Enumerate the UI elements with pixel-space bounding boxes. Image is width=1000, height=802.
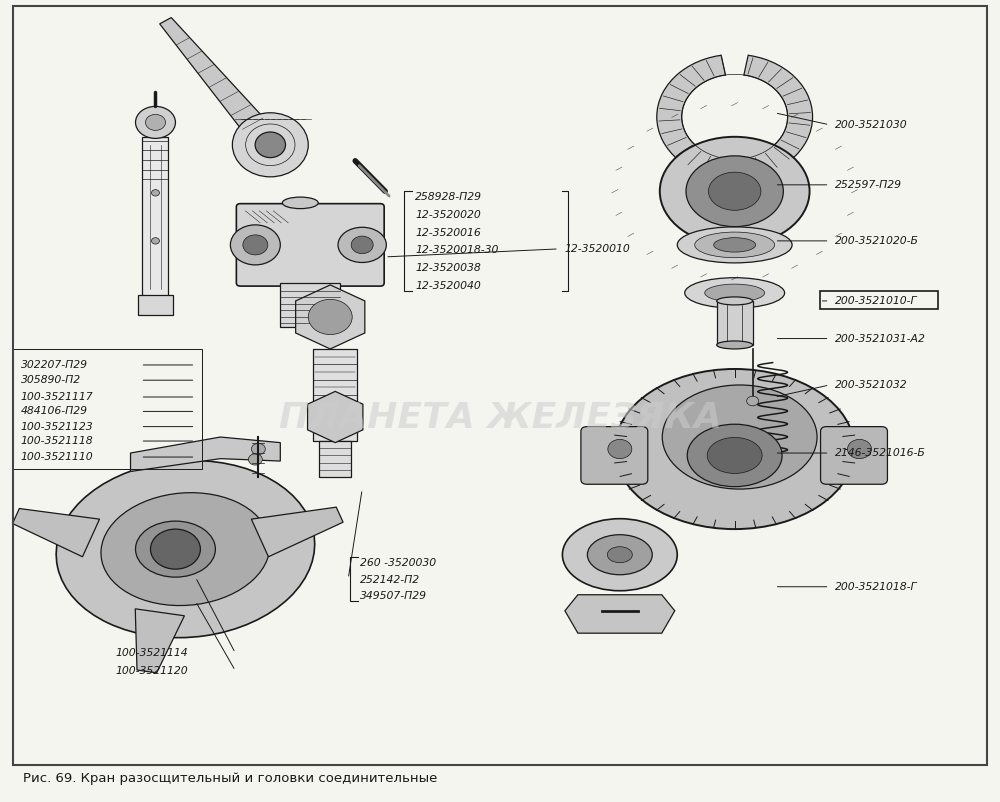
Bar (13, 349, 202, 469)
Bar (717, 301, 753, 345)
Ellipse shape (686, 156, 783, 227)
Circle shape (136, 107, 175, 139)
Bar (138, 294, 173, 314)
Ellipse shape (255, 132, 285, 158)
Circle shape (151, 189, 159, 196)
Text: 200-3521031-А2: 200-3521031-А2 (835, 334, 925, 343)
Text: 100-3521118: 100-3521118 (21, 436, 93, 446)
Circle shape (151, 237, 159, 244)
Ellipse shape (717, 341, 753, 349)
Text: 305890-П2: 305890-П2 (21, 375, 81, 385)
Ellipse shape (660, 137, 810, 245)
Bar (142, 137, 168, 305)
Text: 100-3521110: 100-3521110 (21, 452, 93, 462)
Circle shape (747, 396, 759, 406)
Text: 258928-П29: 258928-П29 (415, 192, 482, 202)
Polygon shape (565, 595, 675, 633)
Circle shape (248, 454, 262, 465)
Text: 100-3521117: 100-3521117 (21, 392, 93, 402)
Text: 200-3521032: 200-3521032 (835, 380, 907, 390)
Ellipse shape (136, 521, 215, 577)
Circle shape (251, 444, 265, 455)
Ellipse shape (243, 235, 268, 255)
Text: 252142-П2: 252142-П2 (360, 574, 420, 585)
Ellipse shape (56, 460, 315, 638)
Text: 2146-3521016-Б: 2146-3521016-Б (835, 448, 925, 458)
Ellipse shape (607, 547, 632, 563)
Ellipse shape (677, 227, 792, 263)
Text: ПЛАНЕТА ЖЕЛЕЗЯКА: ПЛАНЕТА ЖЕЛЕЗЯКА (279, 400, 721, 434)
Text: 260 -3520030: 260 -3520030 (360, 557, 436, 568)
Wedge shape (657, 55, 813, 179)
Text: Рис. 69. Кран разосщительный и головки соединительные: Рис. 69. Кран разосщительный и головки с… (23, 772, 437, 785)
Text: 12-3520040: 12-3520040 (415, 281, 481, 290)
Circle shape (848, 439, 871, 459)
Text: 200-3521010-Г: 200-3521010-Г (835, 296, 917, 306)
Polygon shape (131, 437, 280, 472)
Text: 12-3520016: 12-3520016 (415, 228, 481, 238)
Ellipse shape (232, 113, 308, 176)
Polygon shape (160, 18, 274, 141)
Ellipse shape (562, 519, 677, 591)
Polygon shape (296, 285, 365, 349)
Ellipse shape (708, 172, 761, 210)
Bar (280, 283, 340, 327)
Ellipse shape (230, 225, 280, 265)
FancyBboxPatch shape (581, 427, 648, 484)
Circle shape (145, 115, 165, 131)
Ellipse shape (351, 236, 373, 253)
Ellipse shape (717, 297, 753, 305)
Text: 349507-П29: 349507-П29 (360, 591, 427, 602)
Ellipse shape (707, 437, 762, 473)
Ellipse shape (338, 227, 386, 262)
Text: 12-3520018-30: 12-3520018-30 (415, 245, 498, 256)
Circle shape (150, 529, 200, 569)
Ellipse shape (662, 385, 817, 489)
Ellipse shape (615, 369, 855, 529)
Text: 302207-П29: 302207-П29 (21, 360, 88, 370)
Ellipse shape (705, 284, 765, 302)
Ellipse shape (685, 277, 785, 308)
Polygon shape (251, 507, 343, 557)
Ellipse shape (714, 237, 756, 252)
Text: 12-3520020: 12-3520020 (415, 210, 481, 221)
Text: 12-3520010: 12-3520010 (565, 244, 631, 254)
Wedge shape (721, 53, 749, 76)
Ellipse shape (587, 535, 652, 575)
Text: 200-3521018-Г: 200-3521018-Г (835, 581, 917, 592)
Bar (319, 441, 351, 477)
Circle shape (608, 439, 632, 459)
Ellipse shape (101, 492, 270, 606)
Polygon shape (308, 391, 363, 443)
Text: 12-3520038: 12-3520038 (415, 263, 481, 273)
Text: 100-3521114: 100-3521114 (116, 648, 188, 658)
Polygon shape (135, 609, 184, 673)
Text: 252597-П29: 252597-П29 (835, 180, 902, 190)
Text: 100-3521123: 100-3521123 (21, 422, 93, 431)
Text: 200-3521030: 200-3521030 (835, 119, 907, 130)
Polygon shape (13, 508, 100, 557)
Circle shape (308, 299, 352, 334)
Ellipse shape (282, 197, 318, 209)
Ellipse shape (695, 232, 775, 257)
FancyBboxPatch shape (236, 204, 384, 286)
Ellipse shape (687, 424, 782, 487)
Text: 100-3521120: 100-3521120 (116, 666, 188, 676)
Bar (313, 349, 357, 441)
Text: 200-3521020-Б: 200-3521020-Б (835, 236, 919, 246)
FancyBboxPatch shape (821, 427, 887, 484)
Text: 484106-П29: 484106-П29 (21, 407, 88, 416)
